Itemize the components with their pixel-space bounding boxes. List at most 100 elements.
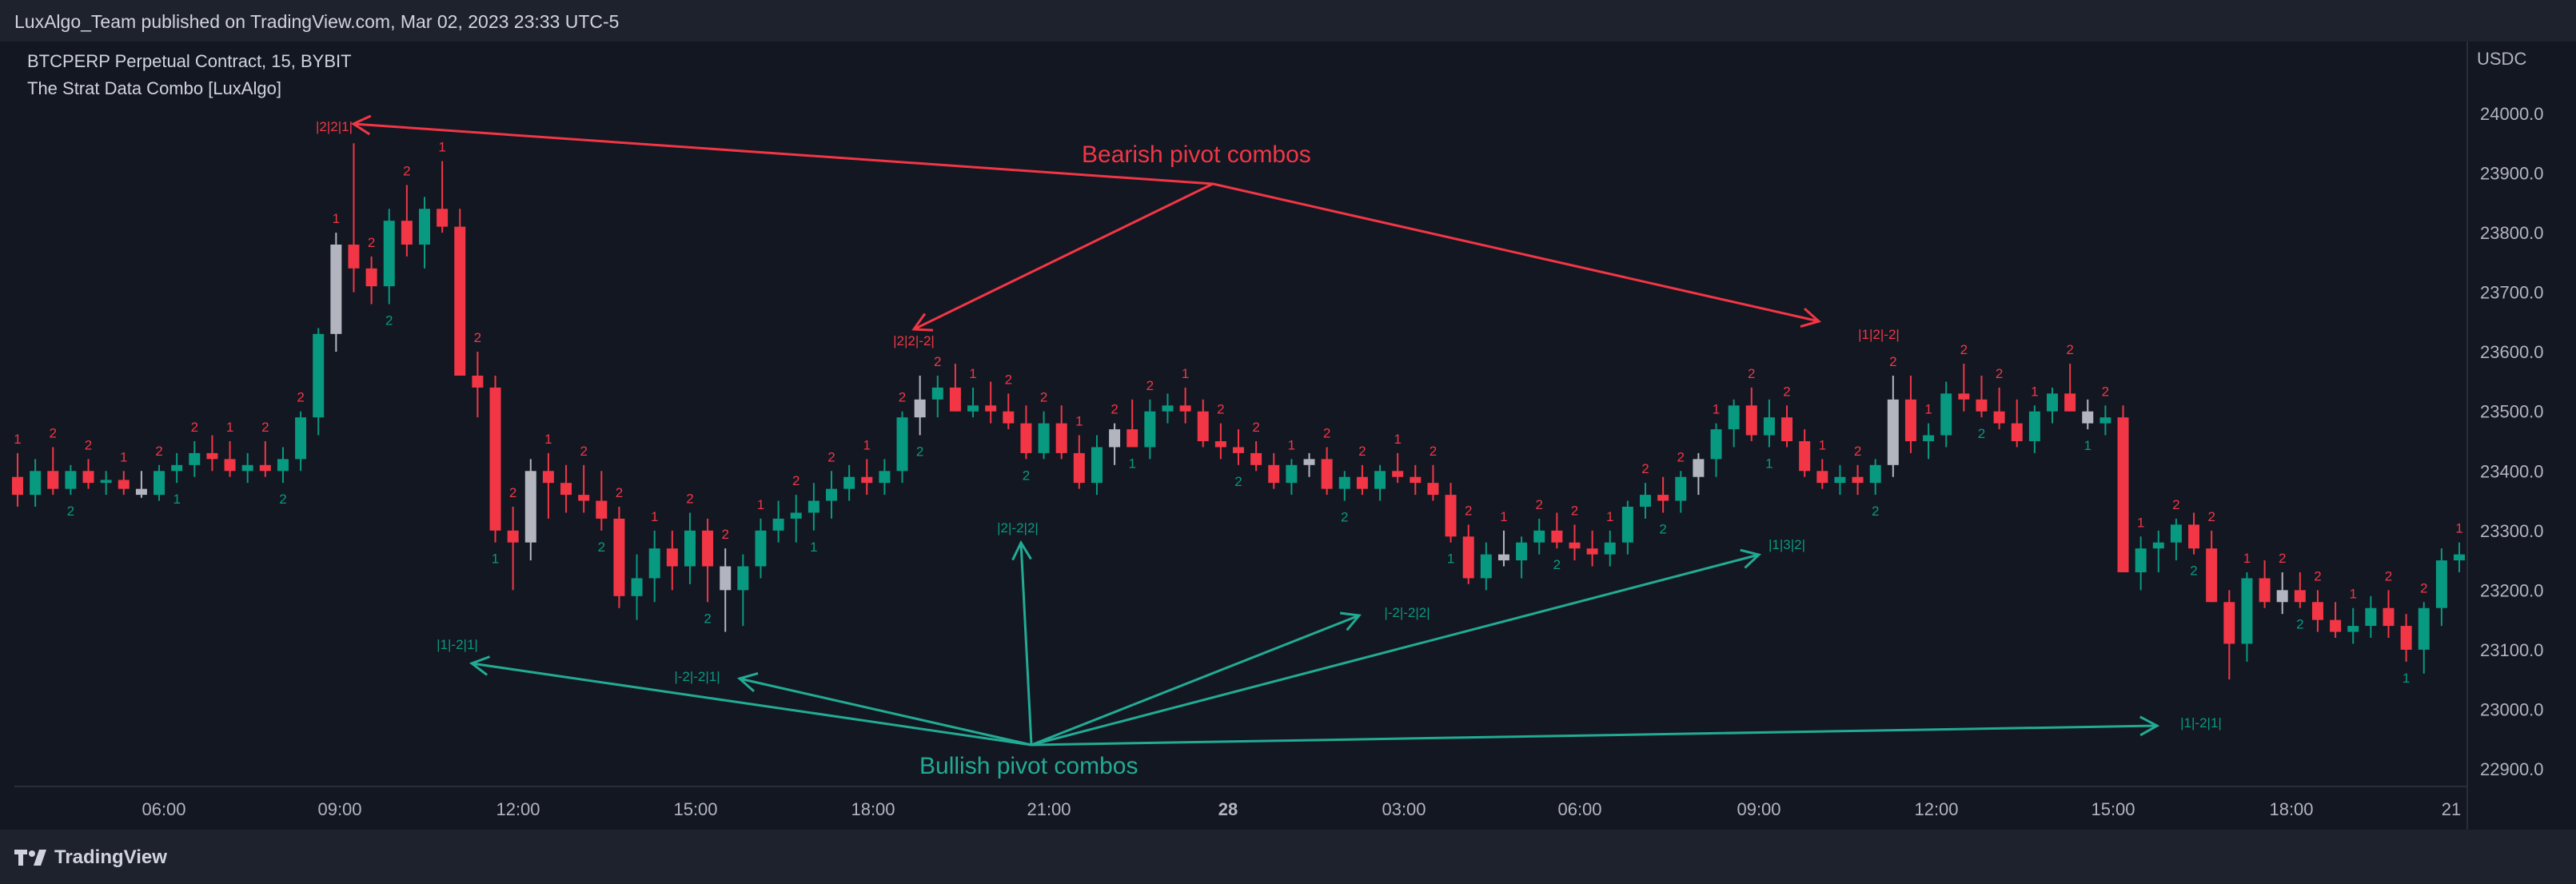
candle-body [1073,452,1085,484]
strat-label-bear: 2 [1641,461,1649,476]
candle-body [2223,602,2235,644]
candle-body [30,471,42,496]
candle-body [330,245,342,334]
arrow-line [1019,542,1033,746]
candle-body [1356,476,1368,489]
strat-label-bear: 2 [1358,444,1366,459]
strat-label-bull: 2 [916,444,923,460]
candle-body [1410,476,1422,484]
candle-body [2047,393,2058,412]
candle-body [2276,590,2288,603]
price-axis[interactable]: 24000.0 23900.0 23800.0 23700.0 23600.0 23500… [2480,104,2544,779]
candle-body [1586,548,1598,555]
strat-label-bear: 1 [1500,509,1507,524]
strat-label-bear: 2 [616,485,623,500]
bull-combo-label: |-2|-2|2| [1384,605,1430,620]
strat-label-bear: 2 [1217,402,1224,417]
arrow-head [1800,307,1822,329]
arrow-line [353,122,1214,185]
candle-body [1020,423,1032,453]
bear-combo-label: |2|2|-2| [893,333,935,348]
candle-body [2082,411,2094,424]
candle-body [1763,417,1775,436]
candle-body [2400,626,2412,650]
strat-label-bear: 2 [509,485,516,500]
candle-body [82,471,94,484]
strat-label-bear: 1 [14,432,21,447]
candle-body [1392,471,1404,477]
candle-body [1569,542,1581,549]
candle-body [1338,476,1350,489]
price-tick-label: 22900.0 [2480,759,2544,779]
candle-body [2064,393,2076,412]
strat-label-bear: 1 [1288,437,1295,452]
strat-label-bear: 2 [2207,509,2215,524]
candle-body [2099,417,2111,424]
strat-label-bull: 1 [492,552,499,567]
candle-body [12,476,23,496]
candle-body [2383,607,2395,627]
candle-body [2259,578,2271,603]
strat-label-bear: 2 [85,437,92,452]
strat-label-bear: 2 [1040,390,1047,405]
strat-label-bear: 1 [757,497,764,512]
candle-body [437,209,449,227]
strat-label-bear: 2 [2314,568,2321,583]
bull-combo-label: |2|-2|2| [997,520,1039,536]
tradingview-brand[interactable]: TradingView [14,846,167,870]
strat-label-bear: 1 [2349,587,2356,602]
price-tick-label: 24000.0 [2480,104,2544,124]
strat-label-bear: 2 [827,449,835,464]
candle-body [2418,607,2430,650]
candle-body [224,459,236,472]
candle-body [171,464,183,472]
strat-label-bull: 2 [1553,557,1561,572]
arrow-line [1031,553,1760,747]
strat-label-bull: 2 [704,611,711,626]
candle-body [65,471,77,489]
strat-label-bear: 1 [1819,437,1826,452]
strat-label-bear: 2 [1783,384,1790,399]
candle-body [1144,411,1156,448]
candle-body [931,387,943,400]
time-tick-label: 03:00 [1382,799,1426,819]
price-tick-label: 23100.0 [2480,640,2544,660]
candle-body [772,518,784,531]
tradingview-logo-icon [14,850,46,866]
strat-label-bull: 1 [1447,552,1454,567]
candle-body [826,488,837,501]
symbol-legend[interactable]: BTCPERP Perpetual Contract, 15, BYBIT [27,51,352,71]
strat-label-bear: 2 [261,420,269,435]
strat-label-bear: 1 [1075,414,1083,429]
candle-body [154,471,165,496]
candle-body [1091,447,1103,484]
strat-label-bear: 2 [1854,444,1861,459]
strat-label-bear: 1 [1713,402,1720,417]
arrow-line [913,182,1214,331]
candle-body [2330,619,2342,632]
arrow-head [350,114,372,136]
arrow-head [1740,548,1762,569]
candle-body [1781,417,1793,441]
candle-body [985,405,997,412]
candle-body [1604,542,1616,555]
strat-label-bear: 2 [1430,444,1437,459]
candle-body [472,376,484,388]
indicator-legend[interactable]: The Strat Data Combo [LuxAlgo] [27,78,281,98]
time-tick-label: 28 [1218,799,1238,819]
strat-label-bear: 2 [368,235,375,250]
time-axis[interactable]: 06:00 09:00 12:00 15:00 18:00 21:00 28 03:00 06:… [142,799,2461,819]
price-tick-label: 23900.0 [2480,164,2544,184]
bear-combo-label: |2|2|1| [316,119,353,134]
strat-label-bear: 2 [792,473,800,488]
candle-body [401,221,413,245]
strat-label-bear: 2 [2172,497,2179,512]
strat-label-bull: 2 [67,504,74,519]
strat-label-bear: 2 [721,527,728,542]
candle-body [1533,530,1545,543]
candle-body [118,480,130,489]
candle-body [1268,464,1280,484]
candle-body [2241,578,2253,644]
